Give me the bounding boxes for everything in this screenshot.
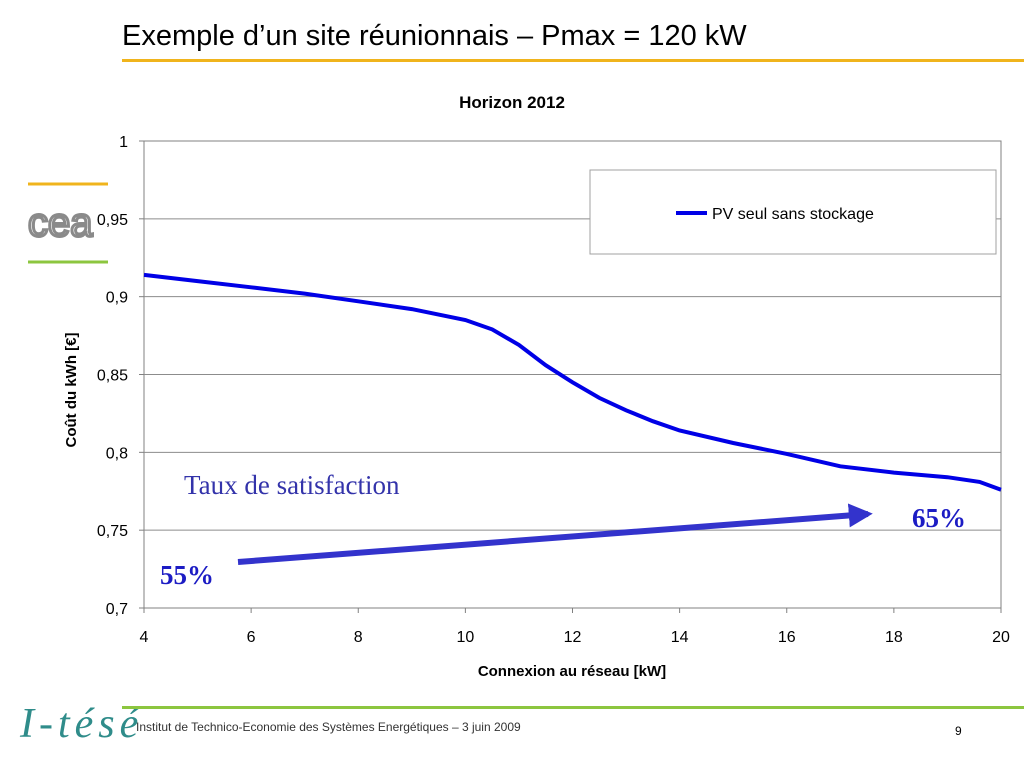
x-tick-label: 12 xyxy=(564,629,582,646)
x-tick-label: 8 xyxy=(354,629,363,646)
y-tick-labels: 0,7 0,75 0,8 0,85 0,9 0,95 1 xyxy=(97,134,144,618)
chart-title: Horizon 2012 xyxy=(459,93,565,112)
slide-title: Exemple d’un site réunionnais – Pmax = 1… xyxy=(122,20,747,52)
y-tick-label: 0,7 xyxy=(106,601,128,618)
x-tick-labels: 4 6 8 10 12 14 16 18 20 xyxy=(140,608,1010,646)
x-tick-label: 4 xyxy=(140,629,149,646)
x-tick-label: 14 xyxy=(671,629,689,646)
y-axis-label: Coût du kWh [€] xyxy=(63,333,80,448)
satisfaction-label: Taux de satisfaction xyxy=(184,470,400,500)
y-tick-label: 0,95 xyxy=(97,212,128,229)
x-tick-label: 10 xyxy=(456,629,474,646)
y-tick-label: 0,85 xyxy=(97,368,128,385)
footer-text: Institut de Technico-Economie des Systèm… xyxy=(136,720,521,734)
cea-logo: cea xyxy=(27,182,108,264)
x-tick-label: 16 xyxy=(778,629,796,646)
footer-rule xyxy=(122,706,1024,709)
legend-label: PV seul sans stockage xyxy=(712,206,874,223)
x-axis-label: Connexion au réseau [kW] xyxy=(478,663,666,680)
series-line-pv xyxy=(143,272,1002,492)
x-tick-label: 18 xyxy=(885,629,903,646)
itese-logo: I-tésé xyxy=(20,701,144,747)
y-tick-label: 0,8 xyxy=(106,445,128,462)
page-number: 9 xyxy=(955,724,962,738)
x-tick-label: 6 xyxy=(247,629,256,646)
satisfaction-arrow xyxy=(237,503,873,565)
legend: PV seul sans stockage xyxy=(589,169,997,255)
cea-logo-text: cea xyxy=(28,201,93,245)
title-rule xyxy=(122,59,1024,62)
y-tick-label: 1 xyxy=(119,134,128,151)
y-tick-label: 0,75 xyxy=(97,523,128,540)
legend-box xyxy=(589,169,997,255)
start-percent-label: 55% xyxy=(160,560,214,590)
x-tick-label: 20 xyxy=(992,629,1010,646)
end-percent-label: 65% xyxy=(912,503,966,533)
y-tick-label: 0,9 xyxy=(106,290,128,307)
